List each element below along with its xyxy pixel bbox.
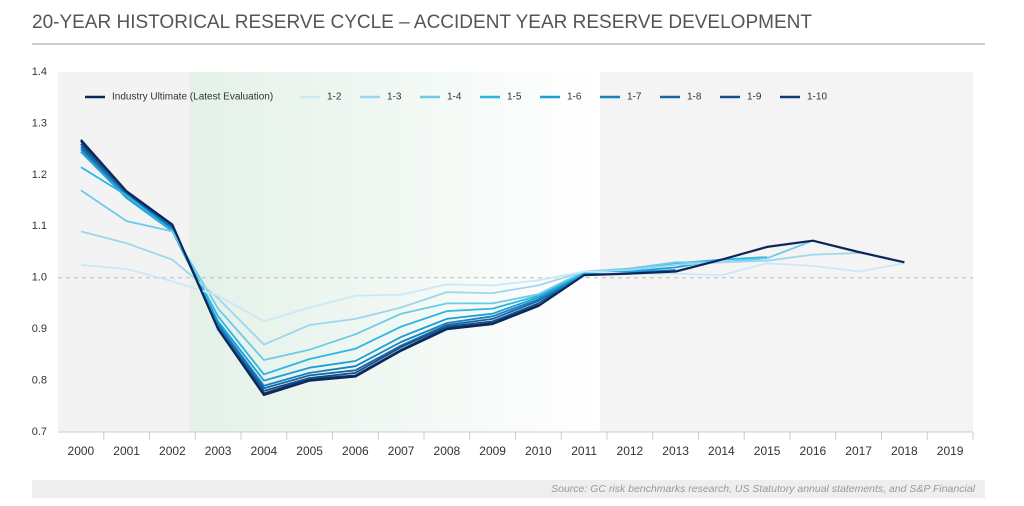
x-tick-label: 2006 bbox=[342, 444, 369, 458]
y-tick-label: 1.4 bbox=[32, 66, 47, 78]
y-tick-label: 0.7 bbox=[32, 426, 47, 438]
x-tick-label: 2014 bbox=[708, 444, 735, 458]
legend-label: 1-9 bbox=[747, 92, 762, 103]
x-tick-label: 2001 bbox=[113, 444, 140, 458]
x-tick-label: 2016 bbox=[800, 444, 827, 458]
x-tick-label: 2002 bbox=[159, 444, 186, 458]
x-tick-label: 2004 bbox=[251, 444, 278, 458]
x-tick-label: 2009 bbox=[479, 444, 506, 458]
series-line bbox=[80, 139, 905, 397]
legend-label: 1-6 bbox=[567, 92, 582, 103]
x-tick-label: 2003 bbox=[205, 444, 232, 458]
legend-label: 1-4 bbox=[447, 92, 462, 103]
x-tick-label: 2019 bbox=[937, 444, 964, 458]
source-bar bbox=[32, 480, 985, 498]
x-tick-label: 2015 bbox=[754, 444, 781, 458]
chart-title: 20-YEAR HISTORICAL RESERVE CYCLE – ACCID… bbox=[32, 12, 812, 33]
y-tick-label: 0.9 bbox=[32, 323, 47, 335]
legend-label: 1-10 bbox=[807, 92, 827, 103]
legend-label: 1-5 bbox=[507, 92, 522, 103]
x-tick-label: 2010 bbox=[525, 444, 552, 458]
series-line bbox=[80, 262, 905, 323]
y-tick-label: 1.2 bbox=[32, 169, 47, 181]
x-tick-label: 2017 bbox=[845, 444, 872, 458]
x-tick-label: 2007 bbox=[388, 444, 415, 458]
series-line bbox=[80, 143, 585, 392]
y-tick-label: 1.1 bbox=[32, 220, 47, 232]
y-tick-label: 0.8 bbox=[32, 374, 47, 386]
legend-label: Industry Ultimate (Latest Evaluation) bbox=[112, 92, 273, 103]
x-tick-label: 2000 bbox=[68, 444, 95, 458]
x-tick-label: 2008 bbox=[434, 444, 461, 458]
legend-label: 1-8 bbox=[687, 92, 702, 103]
source: Source: GC risk benchmarks research, US … bbox=[551, 483, 976, 495]
shade-left bbox=[58, 72, 190, 432]
x-tick-label: 2011 bbox=[571, 444, 597, 458]
y-tick-label: 1.3 bbox=[32, 117, 47, 129]
shade-right bbox=[600, 72, 973, 432]
series-line bbox=[80, 189, 814, 361]
legend-label: 1-2 bbox=[327, 92, 342, 103]
x-tick-label: 2013 bbox=[662, 444, 689, 458]
legend-label: 1-3 bbox=[387, 92, 402, 103]
y-tick-label: 1.0 bbox=[32, 272, 47, 284]
legend-label: 1-7 bbox=[627, 92, 642, 103]
x-tick-label: 2005 bbox=[296, 444, 323, 458]
x-tick-label: 2012 bbox=[617, 444, 644, 458]
x-tick-label: 2018 bbox=[891, 444, 918, 458]
series-line bbox=[80, 230, 859, 346]
